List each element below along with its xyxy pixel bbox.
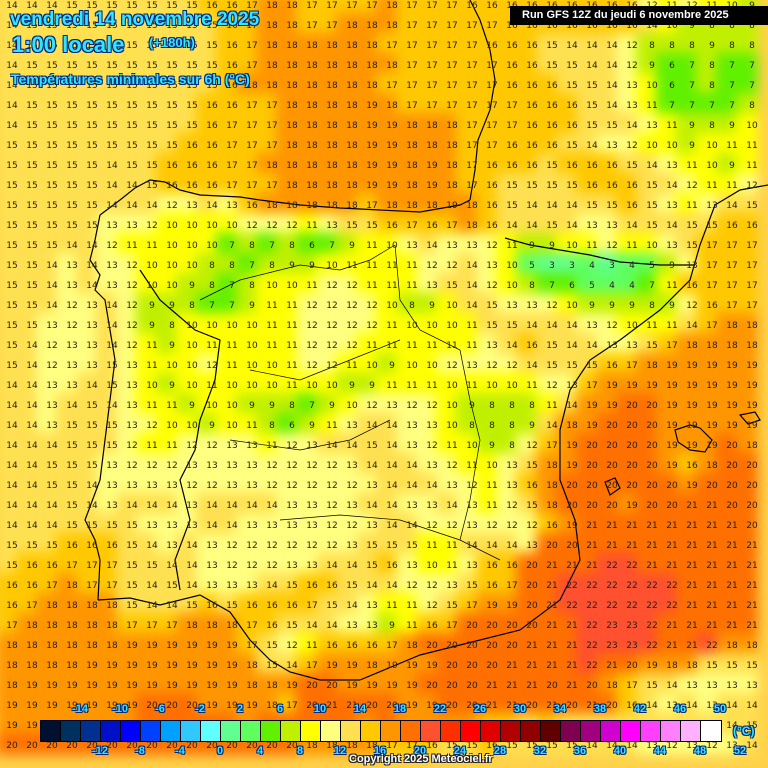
date-title: vendredi 14 novembre 2025 [10, 9, 260, 30]
color-scale-swatch [401, 721, 421, 741]
color-scale-swatch [661, 721, 681, 741]
color-scale-swatch [261, 721, 281, 741]
color-scale-swatch [521, 721, 541, 741]
color-scale-swatch [681, 721, 701, 741]
color-scale-swatch [541, 721, 561, 741]
color-scale-label: 32 [533, 745, 547, 757]
color-scale-label: -2 [195, 703, 205, 715]
color-scale-swatch [321, 721, 341, 741]
color-scale-label: 14 [353, 703, 367, 715]
color-scale-swatch [341, 721, 361, 741]
color-scale-swatch [241, 721, 261, 741]
lead-time: (+180h) [149, 35, 195, 50]
color-scale-label: 16 [373, 745, 387, 757]
color-scale-label: 34 [553, 703, 567, 715]
color-scale-label: -8 [135, 745, 145, 757]
color-scale-bar [40, 720, 722, 742]
color-scale-swatch [421, 721, 441, 741]
unit-label: (°C) [733, 724, 755, 738]
color-scale-label: 0 [216, 745, 224, 757]
color-scale-label: 36 [573, 745, 587, 757]
color-scale-swatch [81, 721, 101, 741]
color-scale-swatch [41, 721, 61, 741]
color-scale-swatch [561, 721, 581, 741]
color-scale-swatch [641, 721, 661, 741]
color-scale-swatch [101, 721, 121, 741]
color-scale-label: 44 [653, 745, 667, 757]
color-scale-swatch [701, 721, 721, 741]
copyright-text: Copyright 2025 Meteociel.fr [349, 753, 493, 765]
color-scale-label: 12 [333, 745, 347, 757]
color-scale-label: 4 [256, 745, 264, 757]
color-scale-swatch [141, 721, 161, 741]
run-info-banner: Run GFS 12Z du jeudi 6 novembre 2025 [510, 6, 768, 25]
color-scale-label: 10 [313, 703, 327, 715]
color-scale-label: 40 [613, 745, 627, 757]
color-scale-swatch [621, 721, 641, 741]
color-scale-label: 20 [413, 745, 427, 757]
color-scale-label: -6 [155, 703, 165, 715]
color-scale-swatch [461, 721, 481, 741]
color-scale-swatch [301, 721, 321, 741]
color-scale-label: 48 [693, 745, 707, 757]
color-scale-swatch [201, 721, 221, 741]
color-scale-label: 46 [673, 703, 687, 715]
color-scale-swatch [381, 721, 401, 741]
color-scale-label: 52 [733, 745, 747, 757]
color-scale-label: -14 [72, 703, 88, 715]
color-scale-label: 6 [276, 703, 284, 715]
color-scale-swatch [361, 721, 381, 741]
color-scale-swatch [61, 721, 81, 741]
color-scale-label: 8 [296, 745, 304, 757]
color-scale-swatch [161, 721, 181, 741]
field-title: Températures minimales sur 6h (°C) [11, 71, 250, 87]
color-scale-label: 28 [493, 745, 507, 757]
color-scale-swatch [601, 721, 621, 741]
color-scale-label: 38 [593, 703, 607, 715]
color-scale-label: 50 [713, 703, 727, 715]
color-scale-swatch [121, 721, 141, 741]
color-scale-label: -10 [112, 703, 128, 715]
color-scale-label: 42 [633, 703, 647, 715]
color-scale-swatch [501, 721, 521, 741]
color-scale-label: 18 [393, 703, 407, 715]
color-scale-swatch [181, 721, 201, 741]
color-scale-label: -4 [175, 745, 185, 757]
color-scale-label: 26 [473, 703, 487, 715]
color-scale-label: 24 [453, 745, 467, 757]
time-title: 1:00 locale [12, 32, 125, 57]
color-scale-label: -12 [92, 745, 108, 757]
color-scale-swatch [581, 721, 601, 741]
color-scale-swatch [481, 721, 501, 741]
color-scale-swatch [221, 721, 241, 741]
color-scale-label: 22 [433, 703, 447, 715]
color-scale-label: 30 [513, 703, 527, 715]
color-scale-label: 2 [236, 703, 244, 715]
color-scale-swatch [441, 721, 461, 741]
color-scale-swatch [281, 721, 301, 741]
